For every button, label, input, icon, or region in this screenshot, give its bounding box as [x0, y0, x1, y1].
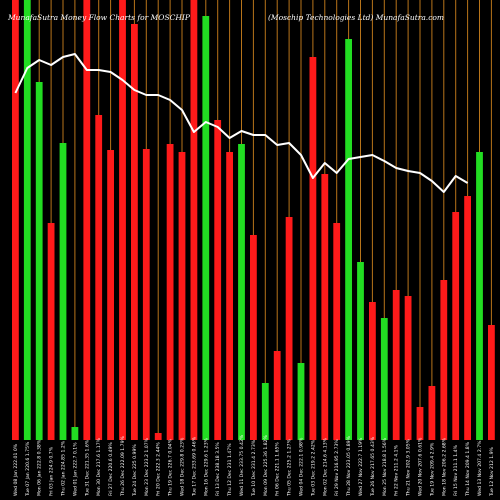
bar	[464, 196, 471, 440]
trend-line	[14, 53, 469, 193]
x-tick-label: Mon 23 Dec 223.2 1.07%	[144, 437, 150, 496]
bar	[95, 115, 103, 440]
x-tick-label: Tue 07 Jan 220.6 1.75%	[25, 441, 31, 497]
bar	[261, 383, 269, 440]
x-tick-label: Wed 01 Jan 222.7 0.1%	[72, 442, 78, 496]
x-tick-label: Mon 30 Dec 217.6 1.17%	[96, 437, 102, 496]
bar	[23, 0, 31, 440]
x-tick-label: Tue 03 Dec 219.2 2.42%	[310, 439, 316, 497]
x-tick-label: Fri 27 Dec 220.6 0.49%	[108, 442, 114, 496]
x-tick-labels: Wed 08 Jan 222.01 0% Tue 07 Jan 220.6 1.7…	[13, 434, 495, 497]
bar	[452, 212, 460, 440]
bar	[440, 280, 448, 440]
bar	[416, 407, 424, 440]
x-tick-label: Thu 21 Nov 202.9 3.05%	[406, 438, 412, 497]
bar	[166, 144, 174, 440]
x-tick-label: Tue 10 Dec 231.4 2.73%	[251, 439, 257, 497]
bar	[142, 149, 150, 440]
x-tick-label: Tue 26 Nov 217.65 0.43%	[370, 436, 376, 497]
bar	[107, 150, 114, 440]
bar	[59, 143, 67, 440]
chart-title-left: MunafaSutra Money Flow Charts for MOSCHI…	[7, 13, 191, 22]
bar	[297, 363, 305, 440]
bar	[12, 0, 19, 440]
x-tick-label: Wed 27 Nov 222.7 1.19%	[358, 437, 364, 496]
bar	[309, 57, 317, 440]
bar	[214, 120, 222, 440]
x-tick-label: Fri 15 Nov 211.1 1.4%	[453, 444, 459, 496]
x-tick-label: Tue 19 Nov 209.4 2.9%	[429, 442, 435, 497]
bar	[131, 24, 138, 440]
x-tick-label: Fri 06 Dec 221.1 1.65%	[275, 442, 281, 496]
x-tick-label: Wed 11 Dec 233.75 0.42%	[239, 434, 245, 496]
x-tick-label: Mon 25 Nov 218.8 1.56%	[382, 437, 388, 496]
x-tick-label: Wed 04 Dec 222.1 0.98%	[299, 437, 305, 496]
bar	[333, 223, 341, 440]
x-tick-label: Mon 06 Jan 222.8 0.38%	[37, 439, 43, 496]
bar	[488, 325, 495, 440]
x-tick-label: Wed 18 Dec 229.8 0.23%	[180, 437, 186, 496]
bar	[357, 262, 364, 440]
x-tick-label: Mon 18 Nov 206.2 2.68%	[441, 437, 447, 496]
x-tick-label: Thu 02 Jan 224.85 1.2%	[61, 440, 67, 497]
bar	[345, 39, 352, 440]
bar	[178, 152, 186, 440]
x-tick-label: Tue 24 Dec 225 0.99%	[132, 444, 138, 497]
x-tick-label: Thu 19 Dec 226.7 0.04%	[168, 438, 174, 497]
x-tick-label: Wed 20 Nov 207.6 0.61%	[418, 437, 424, 496]
bar	[392, 290, 400, 440]
bar	[428, 386, 436, 440]
bar	[226, 152, 233, 440]
x-tick-label: Wed 13 Nov 207.4 2.7%	[477, 440, 483, 496]
x-tick-label: Tue 17 Dec 233.69 0.46%	[191, 436, 197, 497]
bar	[321, 174, 329, 440]
bar	[380, 318, 388, 440]
bar	[285, 217, 293, 440]
bar	[83, 0, 91, 440]
x-tick-label: Mon 16 Dec 229.6 1.23%	[203, 437, 209, 496]
x-tick-label: Fri 20 Dec 222.3 2.44%	[156, 442, 162, 496]
x-tick-label: Thu 12 Dec 231 1.47%	[227, 443, 233, 497]
x-tick-label: Thu 05 Dec 225.2 1.27%	[287, 438, 293, 497]
x-tick-label: Fri 22 Nov 211.2 4.1%	[394, 444, 400, 496]
bar	[119, 0, 126, 440]
trend-line-series	[14, 53, 469, 193]
bar	[71, 427, 79, 440]
bar	[250, 235, 257, 440]
x-tick-label: Fri 29 Nov 216.95 2.73%	[334, 439, 340, 496]
x-tick-label: Fri 13 Dec 238.18 3.5%	[215, 442, 221, 496]
x-tick-label: Mon 09 Dec 225.36 1.82%	[263, 434, 269, 496]
bar	[154, 433, 162, 440]
bar	[273, 351, 281, 440]
bar	[202, 16, 210, 440]
x-tick-label: Tue 12 Nov 212 1.9%	[489, 446, 495, 497]
x-tick-label: Tue 31 Dec 221.35 1.6%	[84, 439, 90, 497]
bar	[476, 152, 483, 440]
chart-title-right: (Moschip Technologies Ltd) MunafaSutra.c…	[268, 13, 444, 22]
bar	[238, 144, 245, 440]
x-tick-label: Thu 14 Nov 209.4 1.8%	[465, 441, 471, 497]
bar	[35, 82, 43, 440]
x-tick-label: Wed 08 Jan 222.01 0%	[13, 443, 19, 496]
bar	[404, 296, 412, 440]
bar-series	[12, 0, 495, 440]
bar	[190, 0, 198, 440]
x-tick-label: Thu 28 Nov 223.05 0.89%	[346, 435, 352, 497]
x-tick-label: Mon 02 Dec 214.6 4.13%	[322, 437, 328, 496]
bar	[369, 302, 376, 440]
x-tick-label: Fri 03 Jan 224.9 0.7%	[49, 446, 55, 496]
bar	[47, 223, 55, 440]
x-tick-label: Thu 26 Dec 222.09 1.79%	[120, 435, 126, 497]
